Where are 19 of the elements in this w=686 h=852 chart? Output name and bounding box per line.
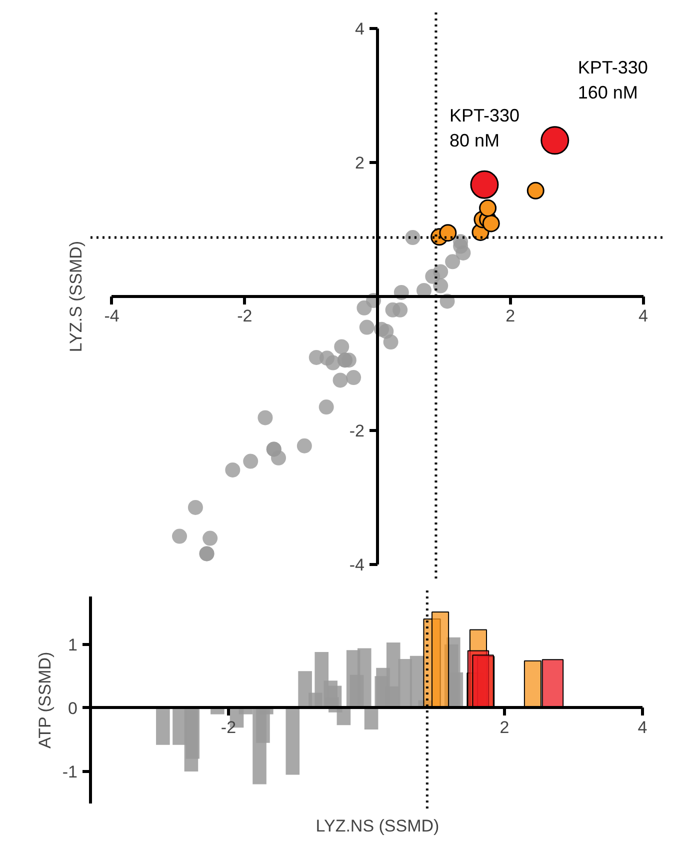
x-tick-label: -2 bbox=[237, 306, 252, 326]
y-tick-label: 0 bbox=[68, 698, 78, 718]
y-tick-label: 2 bbox=[355, 154, 365, 173]
y-tick-label: 1 bbox=[68, 635, 78, 654]
y-tick-label: -4 bbox=[349, 555, 365, 574]
x-tick-label: 4 bbox=[638, 718, 648, 737]
annotation: KPT-330 80 nM bbox=[449, 106, 520, 151]
y-axis-title: LYZ.S (SSMD) bbox=[66, 240, 86, 352]
x-axis-title: LYZ.NS (SSMD) bbox=[316, 816, 440, 836]
x-tick-label: 4 bbox=[638, 306, 648, 326]
y-axis-title: ATP (SSMD) bbox=[36, 652, 54, 748]
y-tick-label: 4 bbox=[355, 20, 365, 39]
x-tick-label: 2 bbox=[506, 306, 516, 326]
x-tick-label: -2 bbox=[220, 718, 236, 737]
annotation: KPT-330 160 nM bbox=[578, 57, 648, 102]
y-tick-label: -2 bbox=[349, 421, 365, 440]
x-tick-label: 2 bbox=[500, 718, 510, 737]
y-tick-label: -1 bbox=[62, 762, 78, 782]
x-tick-label: -4 bbox=[104, 306, 120, 326]
